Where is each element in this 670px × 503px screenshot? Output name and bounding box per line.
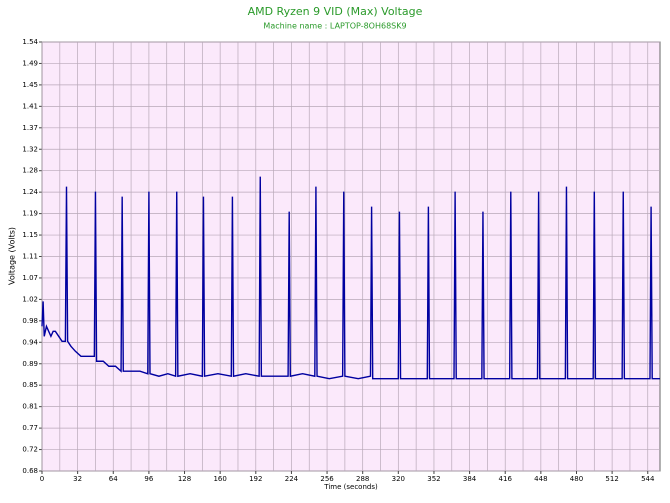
x-tick-label: 384 — [463, 475, 477, 483]
y-tick-label: 1.11 — [22, 253, 38, 261]
y-tick-label: 0.72 — [22, 446, 38, 454]
x-tick-label: 32 — [73, 475, 82, 483]
x-tick-label: 448 — [534, 475, 547, 483]
x-tick-label: 256 — [320, 475, 334, 483]
x-axis-label: Time (seconds) — [323, 483, 378, 491]
x-tick-label: 544 — [641, 475, 655, 483]
y-tick-label: 1.37 — [22, 124, 38, 132]
x-tick-label: 320 — [392, 475, 405, 483]
y-tick-label: 1.07 — [22, 274, 38, 282]
x-tick-label: 288 — [356, 475, 369, 483]
y-tick-label: 0.89 — [22, 360, 38, 368]
x-tick-label: 480 — [570, 475, 583, 483]
y-tick-label: 0.81 — [22, 403, 38, 411]
x-tick-label: 96 — [144, 475, 153, 483]
y-tick-label: 1.28 — [22, 167, 38, 175]
y-tick-label: 1.41 — [22, 102, 38, 110]
x-tick-label: 512 — [605, 475, 618, 483]
y-tick-label: 1.15 — [22, 231, 38, 239]
chart-title: AMD Ryzen 9 VID (Max) Voltage — [248, 5, 423, 18]
x-tick-label: 192 — [249, 475, 262, 483]
x-tick-label: 0 — [40, 475, 44, 483]
x-tick-label: 160 — [213, 475, 226, 483]
y-tick-label: 1.49 — [22, 59, 38, 67]
y-tick-label: 0.68 — [22, 467, 38, 475]
chart-subtitle: Machine name : LAPTOP-8OH68SK9 — [263, 22, 406, 31]
y-tick-label: 1.19 — [22, 210, 38, 218]
y-tick-label: 1.45 — [22, 81, 38, 89]
y-tick-label: 1.02 — [22, 295, 38, 303]
y-tick-label: 1.54 — [22, 38, 38, 46]
y-tick-label: 0.77 — [22, 424, 38, 432]
x-tick-label: 224 — [285, 475, 299, 483]
x-tick-label: 128 — [178, 475, 191, 483]
y-tick-label: 0.94 — [22, 338, 38, 346]
y-tick-label: 1.32 — [22, 145, 38, 153]
y-tick-label: 0.98 — [22, 317, 38, 325]
data-line — [41, 176, 660, 380]
y-tick-label: 1.24 — [22, 188, 38, 196]
y-tick-label: 0.85 — [22, 381, 38, 389]
y-axis-label: Voltage (Volts) — [8, 227, 17, 285]
x-tick-label: 64 — [109, 475, 118, 483]
x-tick-label: 352 — [427, 475, 440, 483]
x-tick-label: 416 — [499, 475, 513, 483]
